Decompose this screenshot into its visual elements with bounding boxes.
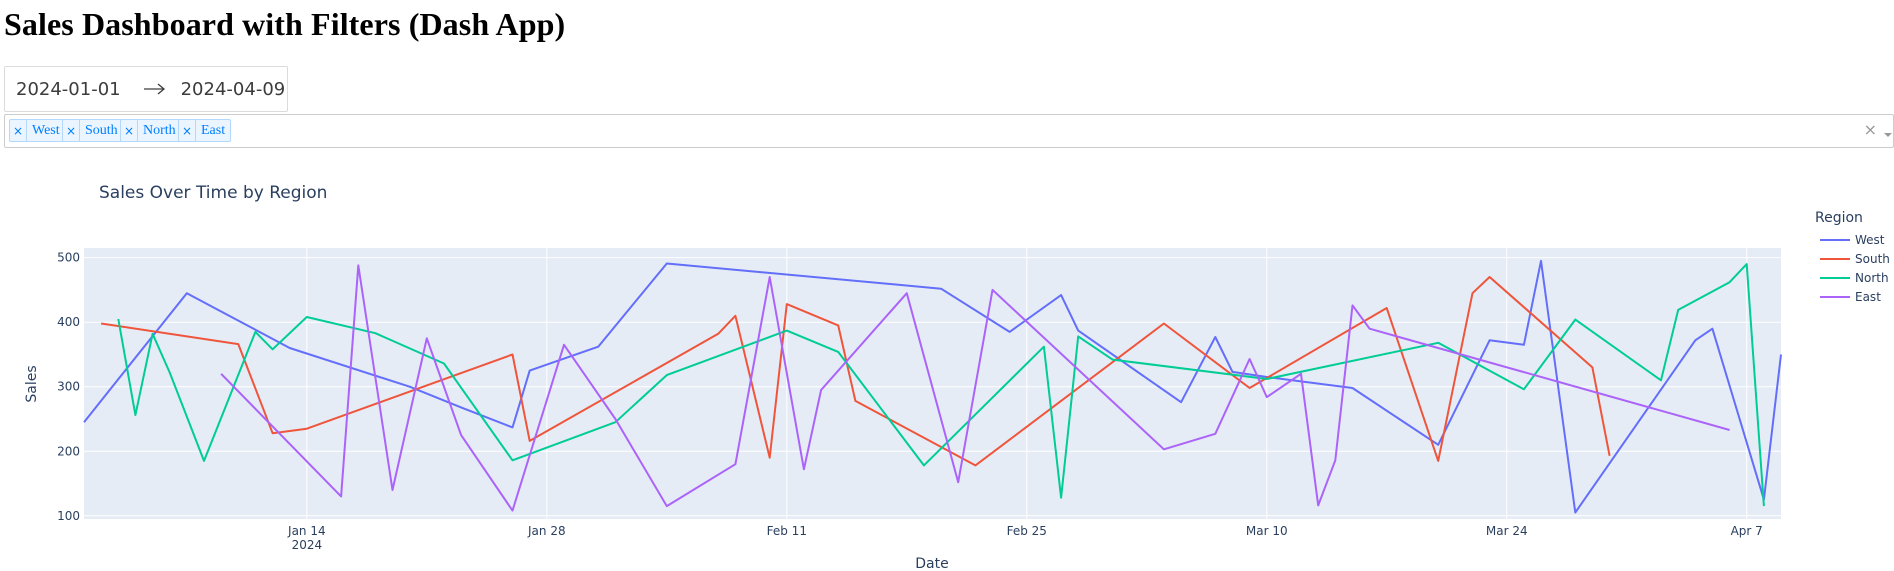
region-chip-label: North (143, 122, 176, 138)
y-tick-label: 200 (57, 444, 80, 458)
x-tick-label: Feb 11 (767, 524, 807, 538)
end-date-input[interactable]: 2024-04-09 (180, 78, 286, 100)
y-tick-label: 300 (57, 380, 80, 394)
remove-east-button[interactable]: × (179, 120, 196, 141)
caret-down-icon[interactable] (1883, 124, 1893, 143)
clear-all-icon[interactable]: × (1863, 120, 1877, 139)
remove-north-button[interactable]: × (121, 120, 138, 141)
remove-south-button[interactable]: × (63, 120, 80, 141)
legend-item-east[interactable]: East (1855, 290, 1881, 304)
start-date-input[interactable]: 2024-01-01 (16, 78, 121, 100)
region-chip-south: × South (62, 119, 124, 142)
legend-item-north[interactable]: North (1855, 271, 1889, 285)
region-chip-label: West (32, 122, 60, 138)
x-tick-label: Jan 14 (287, 524, 326, 538)
series-line-east (220, 264, 1730, 512)
date-range-picker[interactable]: 2024-01-01 2024-04-09 (4, 66, 288, 112)
legend-item-west[interactable]: West (1855, 233, 1885, 247)
y-tick-label: 400 (57, 315, 80, 329)
arrow-right-icon (143, 82, 167, 96)
x-tick-label: Feb 25 (1007, 524, 1047, 538)
region-chip-label: South (85, 122, 118, 138)
y-tick-label: 500 (57, 251, 80, 265)
legend-item-south[interactable]: South (1855, 252, 1890, 266)
region-multiselect[interactable]: × West × South × North × East × (4, 114, 1894, 148)
remove-west-button[interactable]: × (10, 120, 27, 141)
chart-title: Sales Over Time by Region (99, 183, 327, 203)
legend-title: Region (1815, 210, 1863, 226)
series-line-north (117, 263, 1765, 507)
x-tick-label: Apr 7 (1731, 524, 1763, 538)
x-axis-title: Date (915, 556, 948, 571)
region-chip-label: East (201, 122, 226, 138)
plot-area (84, 248, 1781, 519)
x-tick-label: Mar 24 (1486, 524, 1528, 538)
chart-legend: Region West South North East (1815, 210, 1890, 304)
region-chip-north: × North (120, 119, 182, 142)
series-line-south (100, 276, 1611, 467)
series-line-west (83, 259, 1782, 514)
page-title: Sales Dashboard with Filters (Dash App) (4, 6, 566, 42)
x-tick-sublabel: 2024 (292, 538, 323, 552)
x-tick-label: Mar 10 (1246, 524, 1288, 538)
x-tick-label: Jan 28 (527, 524, 566, 538)
region-chip-west: × West (9, 119, 66, 142)
region-chip-east: × East (178, 119, 232, 142)
y-tick-label: 100 (57, 509, 80, 523)
y-axis-title: Sales (24, 365, 40, 402)
